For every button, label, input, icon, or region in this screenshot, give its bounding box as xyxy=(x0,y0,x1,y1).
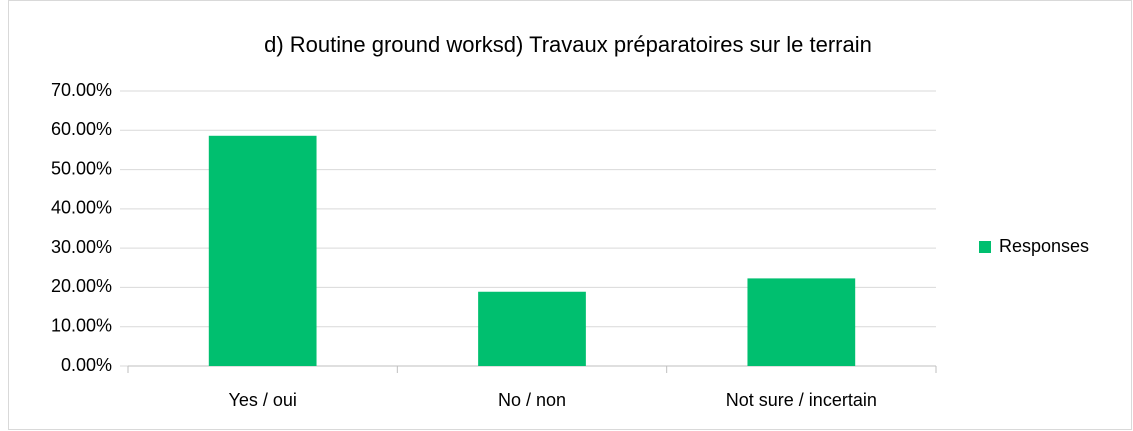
y-tick-label: 10.00% xyxy=(51,315,112,335)
x-tick-label: No / non xyxy=(498,390,566,410)
x-tick-label: Yes / oui xyxy=(228,390,296,410)
legend-label: Responses xyxy=(999,236,1089,256)
bar xyxy=(478,291,586,366)
x-tick-label: Not sure / incertain xyxy=(726,390,877,410)
bar xyxy=(747,278,856,366)
y-tick-label: 40.00% xyxy=(51,198,112,218)
chart-title: d) Routine ground worksd) Travaux prépar… xyxy=(264,32,872,57)
bar xyxy=(208,135,317,366)
legend-swatch xyxy=(979,241,991,253)
y-tick-label: 50.00% xyxy=(51,158,112,178)
y-tick-label: 60.00% xyxy=(51,119,112,139)
y-tick-label: 0.00% xyxy=(61,355,112,375)
y-tick-label: 30.00% xyxy=(51,237,112,257)
y-tick-label: 20.00% xyxy=(51,276,112,296)
y-tick-label: 70.00% xyxy=(51,80,112,100)
